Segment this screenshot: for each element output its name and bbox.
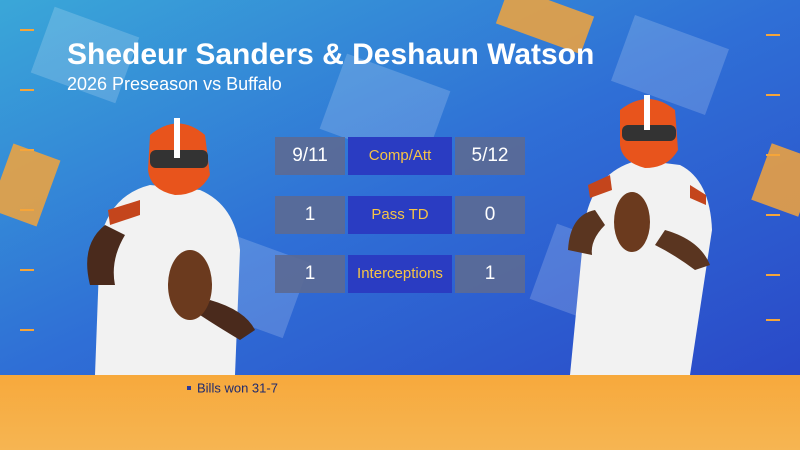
stat-label-cell	[348, 137, 452, 175]
footer-band	[0, 375, 800, 450]
player-left	[87, 118, 255, 375]
stat-right: 0	[485, 204, 496, 225]
bullet	[187, 386, 191, 390]
stat-label: Interceptions	[357, 265, 443, 282]
player-right	[568, 95, 712, 375]
stats-table: 9/11 Comp/Att 5/12 1 Pass TD 0 1 Interceptions 1	[275, 137, 525, 293]
stat-cell-left	[275, 137, 345, 175]
subtitle: 2026 Preseason vs Buffalo	[67, 74, 282, 94]
stat-left: 1	[305, 263, 316, 284]
stat-label: Pass TD	[371, 206, 428, 223]
stat-left: 9/11	[292, 145, 328, 166]
title: Shedeur Sanders & Deshaun Watson	[67, 38, 594, 71]
stat-cell-right	[455, 255, 525, 293]
stat-left: 1	[305, 204, 316, 225]
stat-right: 1	[485, 263, 496, 284]
edge-dashes	[20, 29, 780, 331]
stat-label: Comp/Att	[369, 147, 432, 164]
stat-cell-right	[455, 196, 525, 234]
stat-cell-left	[275, 255, 345, 293]
stat-cell-left	[275, 196, 345, 234]
stat-cell-right	[455, 137, 525, 175]
stat-right: 5/12	[472, 145, 509, 166]
footer-note: Bills won 31-7	[197, 380, 278, 395]
stat-label-cell	[348, 255, 452, 293]
stat-label-cell	[348, 196, 452, 234]
background-accents	[0, 0, 800, 227]
